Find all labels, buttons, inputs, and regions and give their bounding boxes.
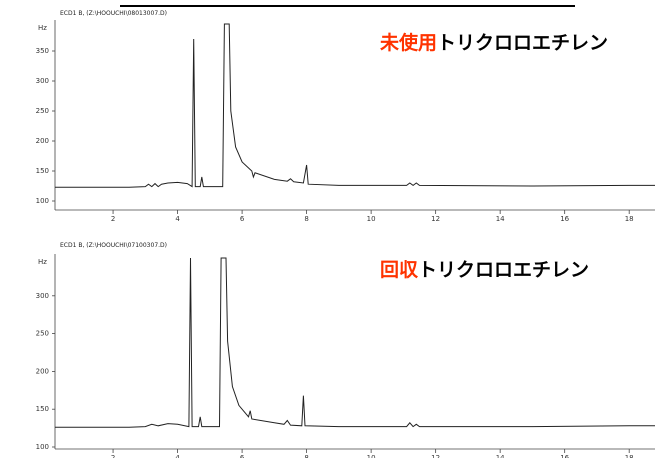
chromatogram-line xyxy=(55,23,655,188)
y-tick-label: 150 xyxy=(36,167,49,175)
x-tick-label: 12 xyxy=(431,454,440,458)
y-tick-label: 300 xyxy=(36,77,49,85)
x-tick-label: 8 xyxy=(304,454,308,458)
x-tick-label: 12 xyxy=(431,215,440,223)
x-tick-label: 18 xyxy=(625,215,634,223)
x-tick-label: 10 xyxy=(367,454,376,458)
x-tick-label: 18 xyxy=(625,454,634,458)
plot-area xyxy=(55,257,655,428)
annotation-text: トリクロロエチレン xyxy=(418,259,589,281)
x-tick-label: 8 xyxy=(304,215,308,223)
chromatogram-line xyxy=(55,257,655,428)
y-tick-label: 150 xyxy=(36,405,49,413)
x-tick-label: 4 xyxy=(175,215,180,223)
x-tick-label: 14 xyxy=(496,454,505,458)
x-tick-label: 6 xyxy=(240,454,245,458)
x-tick-label: 14 xyxy=(496,215,505,223)
annotation: 未使用トリクロロエチレン xyxy=(379,31,608,54)
panel-header: ECD1 B, (Z:\HOOUCHI\07100307.D) xyxy=(60,242,167,249)
x-tick-label: 2 xyxy=(111,215,115,223)
annotation-highlight: 回収 xyxy=(380,259,419,281)
y-axis-label: Hz xyxy=(38,24,47,32)
y-tick-label: 350 xyxy=(36,47,49,55)
y-tick-label: 250 xyxy=(36,107,49,115)
x-tick-label: 4 xyxy=(175,454,180,458)
x-tick-label: 16 xyxy=(560,215,569,223)
x-tick-label: 2 xyxy=(111,454,115,458)
plot-area xyxy=(55,23,655,188)
annotation-highlight: 未使用 xyxy=(379,31,437,54)
x-tick-label: 16 xyxy=(560,454,569,458)
y-tick-label: 200 xyxy=(36,137,49,145)
panel-header: ECD1 B, (Z:\HOOUCHI\08013007.D) xyxy=(60,10,167,17)
y-tick-label: 100 xyxy=(36,443,49,451)
x-tick-label: 10 xyxy=(367,215,376,223)
y-tick-label: 200 xyxy=(36,367,49,375)
annotation: 回収トリクロロエチレン xyxy=(380,259,589,281)
y-tick-label: 100 xyxy=(36,197,49,205)
y-tick-label: 300 xyxy=(36,292,49,300)
x-tick-label: 6 xyxy=(240,215,245,223)
annotation-text: トリクロロエチレン xyxy=(437,32,608,54)
y-tick-label: 250 xyxy=(36,330,49,338)
y-axis-label: Hz xyxy=(38,258,47,266)
